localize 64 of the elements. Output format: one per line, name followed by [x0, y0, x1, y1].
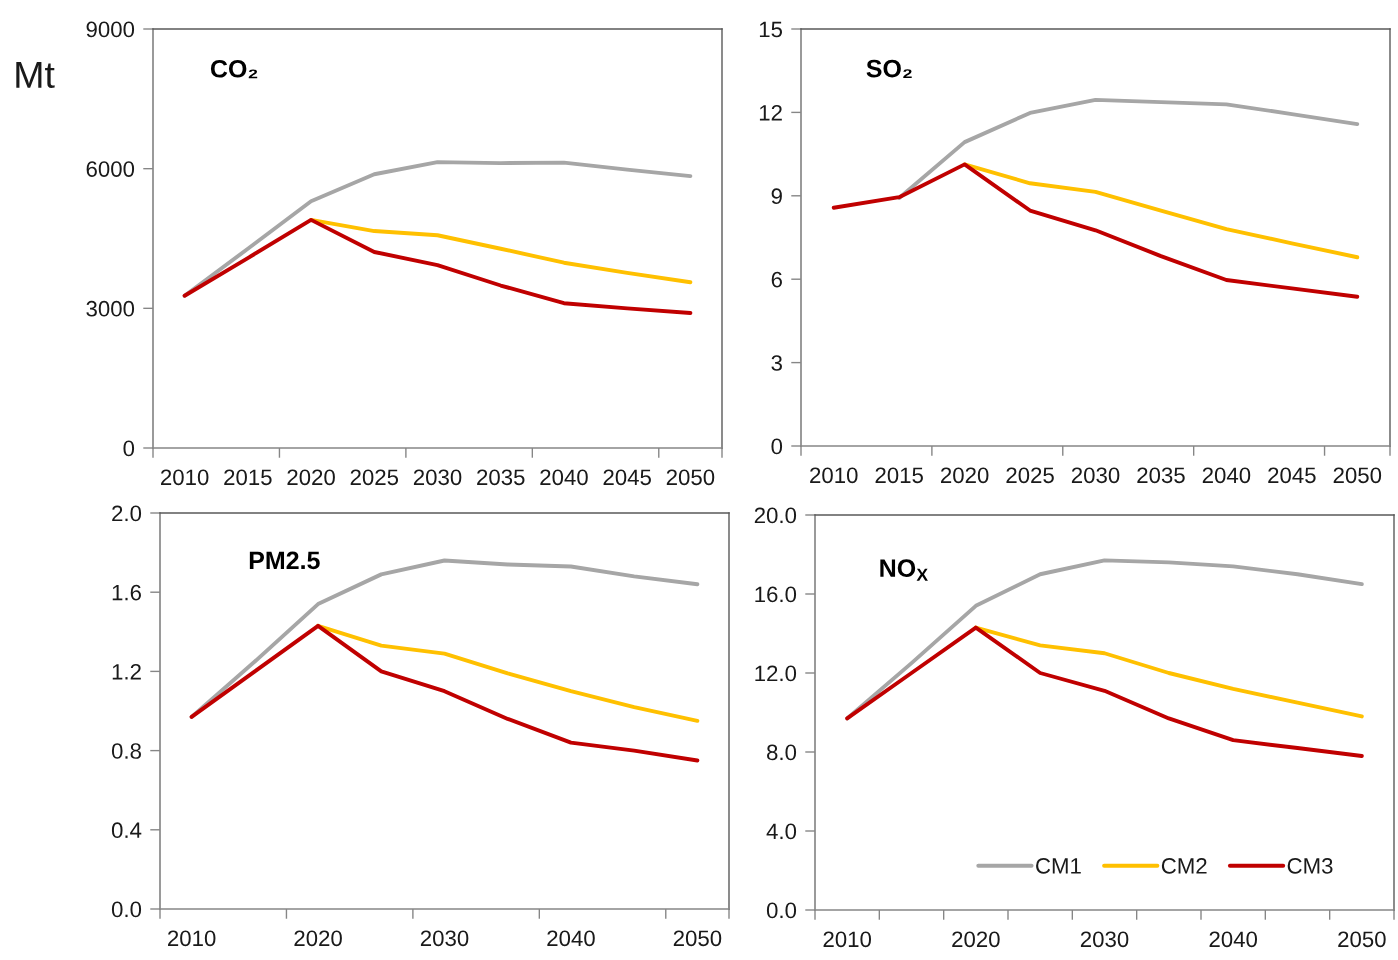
x-tick-label: 2015 [224, 469, 272, 486]
y-tick-label: 0.4 [111, 822, 142, 839]
y-tick-label: 9 [771, 188, 782, 205]
x-tick-label: 2035 [1137, 467, 1185, 484]
text: PM2.5 [249, 551, 320, 570]
y-tick-label: 20.0 [754, 507, 797, 524]
y-tick-label: 12 [759, 104, 782, 121]
y-tick-label: 0.0 [766, 902, 797, 919]
y-tick-label: 1.6 [112, 584, 141, 601]
line-series [897, 97, 1360, 200]
x-tick-label: 2030 [413, 469, 462, 486]
line-series [845, 625, 1364, 758]
x-tick-label: 2010 [168, 930, 216, 947]
x-tick-label: 2020 [941, 467, 989, 484]
x-tick-label: 2015 [875, 467, 923, 484]
x-tick-label: 2050 [666, 469, 715, 486]
x-tick-label: 2045 [1268, 467, 1316, 484]
text: CO₂ [210, 59, 258, 79]
x-tick-label: 2020 [294, 930, 342, 947]
y-tick-label: 15 [759, 21, 783, 38]
x-tick-label: 2010 [810, 467, 858, 484]
legend-label: CM3 [1287, 858, 1333, 874]
x-tick-label: 2045 [603, 469, 651, 486]
y-tick-label: 4.0 [766, 823, 797, 840]
line-series [182, 217, 693, 315]
x-tick-label: 2020 [952, 931, 1000, 948]
x-tick-label: 2025 [1006, 467, 1054, 484]
x-tick-label: 2020 [287, 469, 335, 486]
y-tick-label: 2.0 [112, 505, 142, 522]
x-tick-label: 2040 [540, 469, 588, 486]
y-tick-label: 0 [123, 440, 135, 457]
x-tick-label: 2050 [1333, 467, 1382, 484]
x-tick-label: 2030 [1080, 931, 1129, 948]
x-tick-label: 2030 [420, 930, 469, 947]
x-tick-label: 2040 [1202, 467, 1251, 484]
y-tick-label: 0 [771, 438, 783, 455]
line-series [189, 623, 700, 763]
x-tick-label: 2050 [1338, 931, 1386, 948]
y-tick-label: 0.8 [111, 743, 141, 759]
text: NO$_{X}$ [880, 559, 928, 581]
x-tick-label: 2040 [547, 930, 595, 947]
y-tick-label: 9000 [86, 21, 135, 38]
y-tick-label: 1.2 [112, 663, 141, 680]
line-series [316, 623, 700, 723]
x-tick-label: 2050 [673, 930, 722, 947]
y-tick-label: 16.0 [755, 586, 797, 603]
legend-label: CM2 [1161, 858, 1207, 874]
legend-label: CM1 [1036, 858, 1081, 874]
text: SO₂ [866, 59, 912, 78]
line-series [831, 162, 1360, 299]
y-tick-label: 12.0 [755, 665, 797, 682]
y-tick-label: 8.0 [767, 744, 797, 761]
y-tick-label: 6 [771, 271, 782, 288]
y-tick-label: 6000 [86, 161, 135, 177]
y-tick-label: 0.0 [111, 901, 142, 918]
y-tick-label: 3 [771, 355, 782, 371]
x-tick-label: 2010 [823, 931, 872, 948]
x-tick-label: 2030 [1071, 467, 1120, 484]
y-tick-label: 3000 [86, 300, 135, 317]
x-tick-label: 2025 [350, 469, 399, 486]
x-tick-label: 2010 [161, 469, 209, 486]
y-axis-title: Mt [16, 61, 55, 89]
x-tick-label: 2040 [1209, 931, 1258, 948]
x-tick-label: 2035 [477, 469, 525, 486]
